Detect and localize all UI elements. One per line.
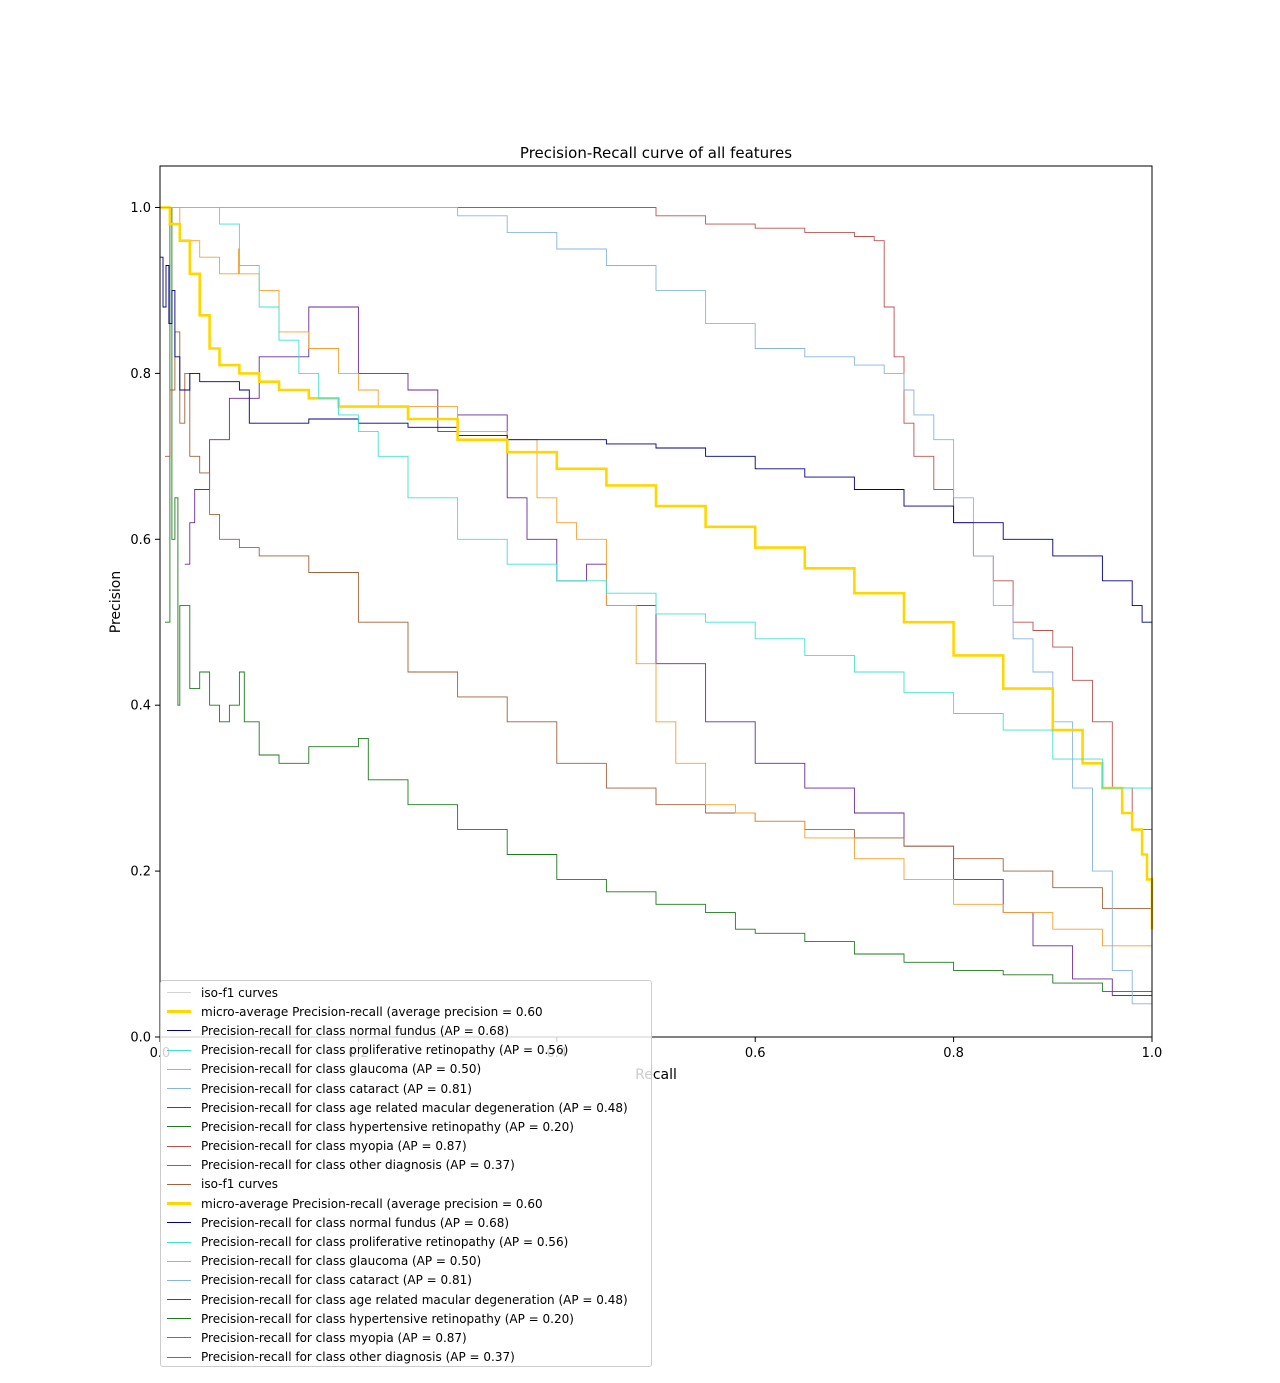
- legend-item: Precision-recall for class myopia (AP = …: [161, 1137, 651, 1156]
- series-layer: [160, 206, 1154, 1008]
- legend-label: Precision-recall for class age related m…: [201, 1292, 628, 1307]
- legend-label: micro-average Precision-recall (average …: [201, 1196, 543, 1211]
- legend-item: Precision-recall for class age related m…: [161, 1098, 651, 1117]
- legend-item: micro-average Precision-recall (average …: [161, 1002, 651, 1021]
- legend-label: Precision-recall for class normal fundus…: [201, 1215, 510, 1230]
- legend-label: Precision-recall for class glaucoma (AP …: [201, 1062, 482, 1077]
- series-line: [165, 207, 1153, 1000]
- legend-label: Precision-recall for class glaucoma (AP …: [201, 1254, 482, 1269]
- legend-swatch: [167, 1164, 191, 1166]
- legend-item: iso-f1 curves: [161, 1175, 651, 1194]
- legend-swatch: [167, 1222, 191, 1224]
- legend-swatch: [167, 1337, 191, 1339]
- series-line: [160, 207, 1153, 805]
- legend-swatch: [167, 1107, 191, 1109]
- plot-frame: [159, 165, 1153, 1038]
- legend-swatch: [167, 992, 191, 994]
- legend-item: Precision-recall for class myopia (AP = …: [161, 1328, 651, 1347]
- legend-label: Precision-recall for class other diagnos…: [201, 1350, 515, 1365]
- legend-label: Precision-recall for class cataract (AP …: [201, 1081, 472, 1096]
- y-tick-label: 0.8: [130, 367, 151, 382]
- series-line: [165, 331, 1153, 913]
- legend-item: Precision-recall for class hypertensive …: [161, 1117, 651, 1136]
- legend-label: iso-f1 curves: [201, 1177, 279, 1192]
- legend-item: Precision-recall for class glaucoma (AP …: [161, 1060, 651, 1079]
- x-tick-label: 0.6: [745, 1046, 766, 1061]
- y-tick-label: 0.4: [130, 699, 151, 714]
- chart-legend: iso-f1 curves micro-average Precision-rec…: [160, 980, 652, 1367]
- legend-label: Precision-recall for class other diagnos…: [201, 1158, 515, 1173]
- legend-label: iso-f1 curves: [201, 985, 279, 1000]
- legend-label: Precision-recall for class hypertensive …: [201, 1311, 574, 1326]
- legend-swatch: [167, 1356, 191, 1358]
- legend-label: Precision-recall for class myopia (AP = …: [201, 1330, 467, 1345]
- legend-item: Precision-recall for class normal fundus…: [161, 1021, 651, 1040]
- x-tick-label: 0.8: [943, 1046, 964, 1061]
- chart-title: Precision-Recall curve of all features: [520, 144, 792, 162]
- legend-label: Precision-recall for class myopia (AP = …: [201, 1139, 467, 1154]
- legend-item: Precision-recall for class hypertensive …: [161, 1309, 651, 1328]
- legend-item: Precision-recall for class other diagnos…: [161, 1156, 651, 1175]
- legend-swatch: [167, 1260, 191, 1262]
- legend-item: Precision-recall for class normal fundus…: [161, 1213, 651, 1232]
- legend-swatch: [167, 1145, 191, 1147]
- legend-swatch: [167, 1126, 191, 1128]
- legend-item: Precision-recall for class glaucoma (AP …: [161, 1252, 651, 1271]
- legend-label: Precision-recall for class proliferative…: [201, 1235, 569, 1250]
- legend-item: Precision-recall for class proliferative…: [161, 1232, 651, 1251]
- legend-swatch: [167, 1183, 191, 1185]
- legend-swatch: [167, 1202, 191, 1206]
- legend-label: Precision-recall for class proliferative…: [201, 1043, 569, 1058]
- legend-item: Precision-recall for class age related m…: [161, 1290, 651, 1309]
- y-axis: 0.0 0.2 0.4 0.6 0.8 1.0: [130, 201, 160, 1046]
- legend-swatch: [167, 1088, 191, 1090]
- legend-item: Precision-recall for class cataract (AP …: [161, 1271, 651, 1290]
- legend-swatch: [167, 1030, 191, 1032]
- legend-label: Precision-recall for class normal fundus…: [201, 1023, 510, 1038]
- legend-item: iso-f1 curves: [161, 983, 651, 1002]
- series-line: [160, 207, 1153, 992]
- legend-swatch: [167, 1318, 191, 1320]
- y-tick-label: 0.6: [130, 533, 151, 548]
- legend-label: Precision-recall for class cataract (AP …: [201, 1273, 472, 1288]
- legend-swatch: [167, 1010, 191, 1014]
- legend-swatch: [167, 1241, 191, 1243]
- legend-label: Precision-recall for class age related m…: [201, 1100, 628, 1115]
- y-axis-label: Precision: [108, 571, 124, 633]
- y-tick-label: 1.0: [130, 201, 151, 216]
- legend-swatch: [167, 1049, 191, 1051]
- y-tick-label: 0.2: [130, 865, 151, 880]
- legend-swatch: [167, 1068, 191, 1070]
- legend-label: Precision-recall for class hypertensive …: [201, 1119, 574, 1134]
- legend-swatch: [167, 1279, 191, 1281]
- legend-item: Precision-recall for class proliferative…: [161, 1041, 651, 1060]
- legend-item: micro-average Precision-recall (average …: [161, 1194, 651, 1213]
- x-tick-label: 1.0: [1142, 1046, 1163, 1061]
- y-tick-label: 0.0: [130, 1031, 151, 1046]
- legend-label: micro-average Precision-recall (average …: [201, 1004, 543, 1019]
- legend-swatch: [167, 1299, 191, 1301]
- legend-item: Precision-recall for class cataract (AP …: [161, 1079, 651, 1098]
- series-line: [160, 207, 1153, 851]
- series-line: [160, 207, 1153, 1008]
- legend-item: Precision-recall for class other diagnos…: [161, 1348, 651, 1367]
